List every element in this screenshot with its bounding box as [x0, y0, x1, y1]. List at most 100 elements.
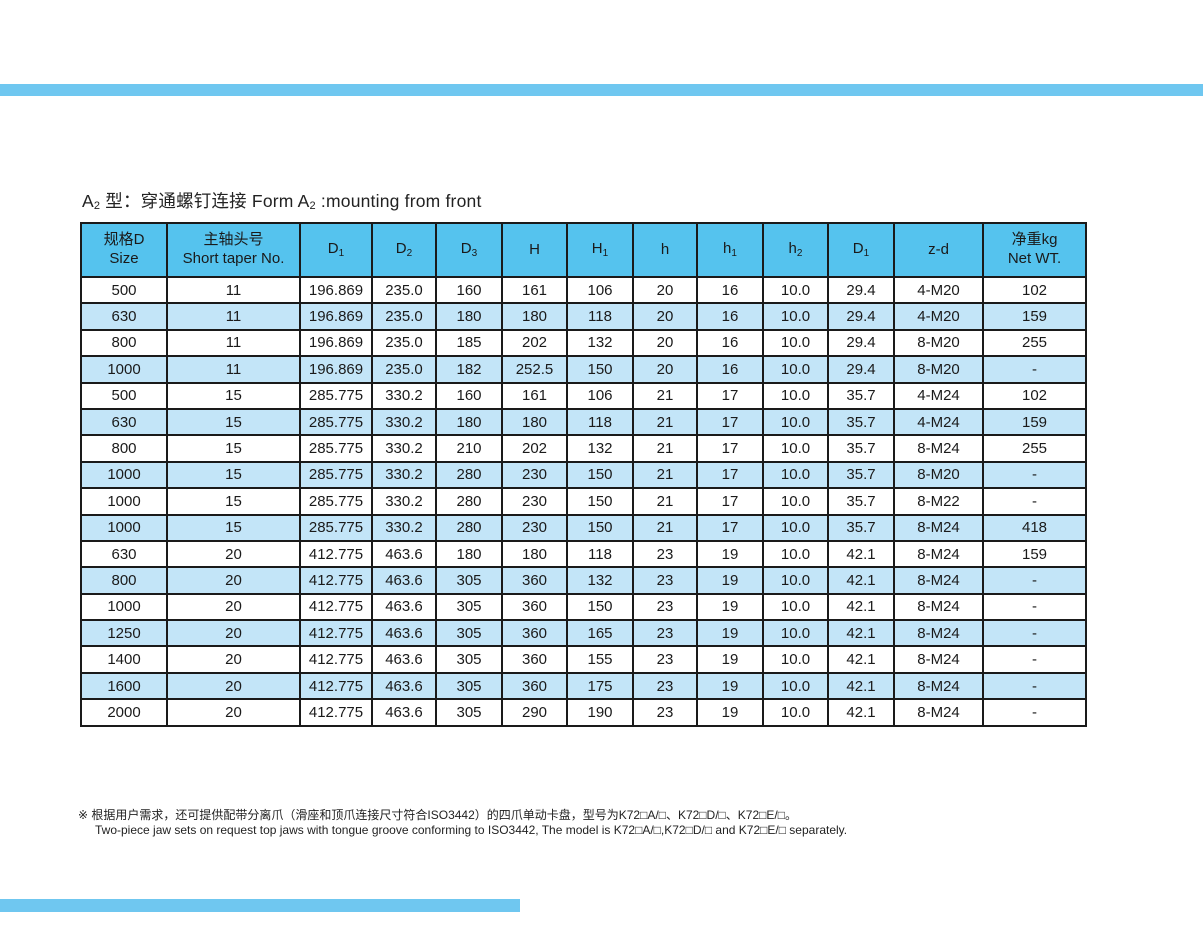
title-part: A [82, 191, 94, 211]
table-cell: 412.775 [299, 698, 373, 727]
table-cell: 19 [696, 539, 764, 569]
table-cell: 360 [501, 645, 568, 674]
table-cell: 175 [566, 671, 634, 701]
table-cell: 196.869 [299, 355, 373, 384]
table-cell: 155 [566, 645, 634, 674]
header-row: 规格D Size 主轴头号 Short taper No. D1 D2 D3 H H1 h h1 h2… [80, 222, 1087, 278]
table-cell: 1400 [80, 645, 168, 674]
table-cell: 196.869 [299, 328, 373, 358]
table-cell: 280 [435, 460, 503, 490]
table-cell: 35.7 [827, 460, 895, 490]
table-cell: 20 [632, 328, 698, 358]
table-cell: 20 [632, 275, 698, 305]
table-cell: 21 [632, 381, 698, 410]
table-cell: 180 [435, 302, 503, 331]
title-subscript: 2 [93, 200, 101, 212]
table-cell: 11 [166, 328, 301, 358]
table-cell: 180 [501, 407, 568, 437]
table-cell: 330.2 [371, 381, 437, 410]
column-header: D1 [299, 222, 373, 278]
table-cell: 185 [435, 328, 503, 358]
table-cell: 20 [166, 566, 301, 595]
table-cell: 10.0 [762, 619, 829, 648]
table-cell: 285.775 [299, 381, 373, 410]
top-accent-stripe [0, 84, 1203, 96]
page-title: A2 型：穿通螺钉连接 Form A2 :mounting from front [82, 188, 482, 213]
table-cell: 10.0 [762, 671, 829, 701]
table-cell: 17 [696, 460, 764, 490]
table-cell: 800 [80, 566, 168, 595]
table-cell: 418 [982, 513, 1087, 542]
table-row: 800 15 285.775 330.2 210 202 132 21 17 10.0 35.7 8-… [80, 434, 1087, 463]
table-cell: 19 [696, 671, 764, 701]
table-cell: 196.869 [299, 302, 373, 331]
table-cell: 17 [696, 434, 764, 463]
table-cell: 285.775 [299, 487, 373, 516]
table-row: 800 20 412.775 463.6 305 360 132 23 19 10.0 42.1 8-… [80, 566, 1087, 595]
table-cell: 8-M24 [893, 645, 984, 674]
table-cell: 8-M20 [893, 460, 984, 490]
table-cell: 1600 [80, 671, 168, 701]
table-cell: 360 [501, 592, 568, 622]
table-cell: 330.2 [371, 460, 437, 490]
table-cell: 20 [166, 645, 301, 674]
table-cell: 305 [435, 619, 503, 648]
table-cell: 10.0 [762, 645, 829, 674]
table-row: 500 15 285.775 330.2 160 161 106 21 17 10.0 35.7 4-… [80, 381, 1087, 410]
table-cell: 305 [435, 592, 503, 622]
column-header: z-d [893, 222, 984, 278]
table-cell: 463.6 [371, 566, 437, 595]
table-cell: 360 [501, 671, 568, 701]
table-cell: 305 [435, 698, 503, 727]
column-header: 净重kg Net WT. [982, 222, 1087, 278]
table-cell: 230 [501, 513, 568, 542]
table-cell: 330.2 [371, 513, 437, 542]
table-cell: 35.7 [827, 434, 895, 463]
table-cell: 20 [166, 671, 301, 701]
footnote: ※ 根据用户需求，还可提供配带分离爪（滑座和顶爪连接尺寸符合ISO3442）的四… [78, 808, 847, 839]
table-cell: 16 [696, 302, 764, 331]
table-cell: 21 [632, 434, 698, 463]
table-cell: 161 [501, 275, 568, 305]
table-cell: 35.7 [827, 381, 895, 410]
column-header: D1 [827, 222, 895, 278]
table-cell: 35.7 [827, 513, 895, 542]
table-cell: 150 [566, 487, 634, 516]
table-cell: 23 [632, 619, 698, 648]
table-cell: 1000 [80, 592, 168, 622]
column-header: 主轴头号 Short taper No. [166, 222, 301, 278]
table-cell: 255 [982, 328, 1087, 358]
table-cell: 23 [632, 592, 698, 622]
table-cell: 285.775 [299, 513, 373, 542]
table-cell: 15 [166, 381, 301, 410]
table-row: 500 11 196.869 235.0 160 161 106 20 16 10.0 29.4 4-… [80, 275, 1087, 305]
column-header: h2 [762, 222, 829, 278]
table-cell: 20 [632, 302, 698, 331]
table-cell: 230 [501, 460, 568, 490]
table-cell: 42.1 [827, 539, 895, 569]
table-cell: 412.775 [299, 592, 373, 622]
table-row: 800 11 196.869 235.0 185 202 132 20 16 10.0 29.4 8-… [80, 328, 1087, 358]
column-header: h [632, 222, 698, 278]
table-cell: 160 [435, 381, 503, 410]
table-cell: 159 [982, 302, 1087, 331]
table-cell: 4-M20 [893, 302, 984, 331]
table-cell: - [982, 566, 1087, 595]
table-cell: 11 [166, 302, 301, 331]
table-cell: 255 [982, 434, 1087, 463]
table-cell: 202 [501, 434, 568, 463]
table-cell: 180 [435, 407, 503, 437]
table-cell: 8-M24 [893, 566, 984, 595]
table-cell: 29.4 [827, 328, 895, 358]
table-cell: 180 [501, 539, 568, 569]
table-cell: 20 [632, 355, 698, 384]
table-cell: 11 [166, 275, 301, 305]
table-cell: 2000 [80, 698, 168, 727]
table-cell: 285.775 [299, 460, 373, 490]
table-cell: 42.1 [827, 698, 895, 727]
table-cell: 330.2 [371, 434, 437, 463]
table-cell: 285.775 [299, 434, 373, 463]
table-cell: 10.0 [762, 434, 829, 463]
table-cell: 235.0 [371, 328, 437, 358]
table-cell: 8-M24 [893, 619, 984, 648]
